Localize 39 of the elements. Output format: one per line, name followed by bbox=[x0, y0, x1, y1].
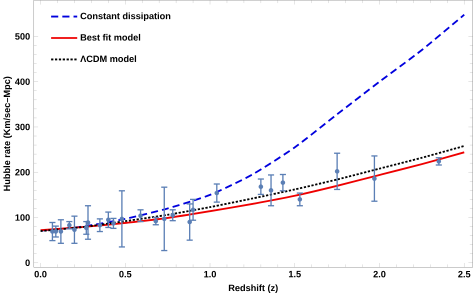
point bbox=[268, 188, 274, 192]
point bbox=[120, 216, 124, 221]
x-tick-label: 2.0 bbox=[373, 270, 386, 278]
point bbox=[187, 220, 192, 224]
point bbox=[280, 180, 286, 185]
point bbox=[86, 220, 90, 225]
y-tick-label: 200 bbox=[15, 168, 30, 176]
point bbox=[58, 229, 64, 234]
y-axis-title: Hubble rate (Km/sec–Mpc) bbox=[3, 76, 12, 191]
point bbox=[170, 212, 176, 218]
point bbox=[258, 184, 264, 189]
point bbox=[84, 225, 89, 230]
x-tick-label: 1.5 bbox=[288, 270, 301, 278]
y-tick-label: 500 bbox=[15, 33, 30, 40]
line-series bbox=[40, 14, 466, 232]
point bbox=[72, 227, 77, 232]
legend-label: ΛCDM model bbox=[80, 55, 136, 62]
x-tick-label: 2.5 bbox=[458, 270, 470, 278]
point bbox=[98, 222, 102, 228]
point bbox=[372, 176, 377, 181]
y-tick-label: 100 bbox=[15, 214, 30, 221]
y-tick-label: 400 bbox=[15, 78, 30, 85]
legend-label: Best fit model bbox=[80, 34, 140, 40]
point bbox=[162, 216, 167, 221]
point bbox=[214, 190, 220, 196]
y-tick-label: 300 bbox=[15, 124, 30, 130]
point bbox=[106, 217, 111, 222]
point bbox=[298, 196, 302, 202]
legend-label: Constant dissipation bbox=[80, 12, 170, 21]
y-tick-label: 0 bbox=[25, 259, 30, 266]
x-axis-title: Redshift (z) bbox=[228, 284, 278, 293]
x-tick-label: 1.0 bbox=[204, 270, 216, 278]
x-tick-label: 0.5 bbox=[119, 270, 132, 278]
point bbox=[190, 207, 196, 212]
point bbox=[111, 220, 116, 226]
point bbox=[138, 213, 143, 218]
point bbox=[334, 168, 340, 174]
x-tick-label: 0.0 bbox=[34, 270, 47, 278]
point bbox=[54, 229, 58, 234]
